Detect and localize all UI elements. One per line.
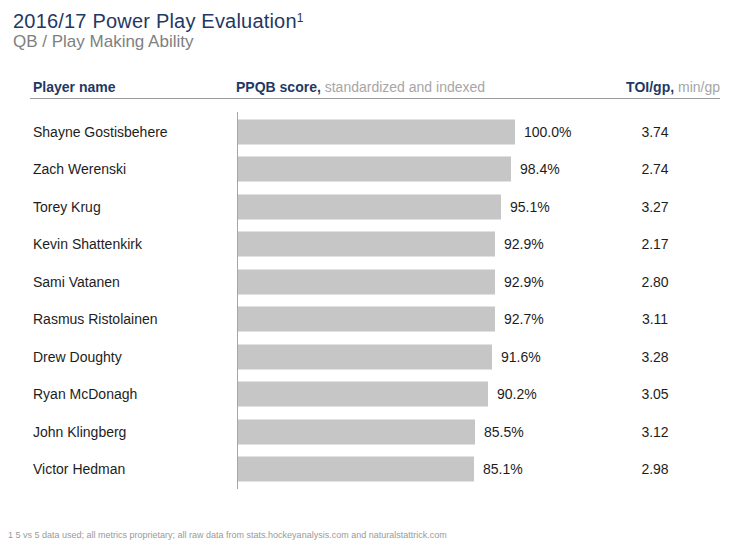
ppqb-score-bar <box>238 457 474 482</box>
bar-chart: Shayne Gostisbehere 100.0% 3.74 Zach Wer… <box>0 113 748 488</box>
player-name-label: Ryan McDonagh <box>33 386 137 402</box>
chart-row: Rasmus Ristolainen 92.7% 3.11 <box>0 301 748 339</box>
player-name-label: Kevin Shattenkirk <box>33 236 142 252</box>
title-footnote-marker: 1 <box>297 11 304 25</box>
toi-per-gp-value: 3.11 <box>610 311 700 327</box>
ppqb-score-value-label: 98.4% <box>520 161 560 177</box>
header-divider-line <box>30 98 720 99</box>
chart-row: Drew Doughty 91.6% 3.28 <box>0 338 748 376</box>
chart-row: Victor Hedman 85.1% 2.98 <box>0 451 748 489</box>
column-header-ppqb-subtext: standardized and indexed <box>321 79 485 95</box>
column-header-ppqb-bold: PPQB score, <box>236 79 321 95</box>
page-subtitle: QB / Play Making Ability <box>13 32 193 52</box>
ppqb-score-value-label: 92.7% <box>504 311 544 327</box>
ppqb-score-value-label: 95.1% <box>510 199 550 215</box>
player-name-label: Shayne Gostisbehere <box>33 124 168 140</box>
ppqb-score-value-label: 92.9% <box>504 274 544 290</box>
ppqb-score-bar <box>238 307 495 332</box>
ppqb-score-bar <box>238 119 515 144</box>
ppqb-score-bar <box>238 194 501 219</box>
column-header-toi-subtext: min/gp <box>674 79 720 95</box>
ppqb-score-value-label: 85.5% <box>484 424 524 440</box>
toi-per-gp-value: 2.80 <box>610 274 700 290</box>
ppqb-score-bar <box>238 382 488 407</box>
toi-per-gp-value: 2.74 <box>610 161 700 177</box>
ppqb-score-value-label: 85.1% <box>483 461 523 477</box>
chart-row: Zach Werenski 98.4% 2.74 <box>0 151 748 189</box>
toi-per-gp-value: 3.12 <box>610 424 700 440</box>
page-title: 2016/17 Power Play Evaluation1 <box>13 6 304 33</box>
ppqb-score-bar <box>238 344 492 369</box>
player-name-label: Rasmus Ristolainen <box>33 311 158 327</box>
chart-row: Sami Vatanen 92.9% 2.80 <box>0 263 748 301</box>
toi-per-gp-value: 2.17 <box>610 236 700 252</box>
player-name-label: Victor Hedman <box>33 461 125 477</box>
footnote: 1 5 vs 5 data used; all metrics propriet… <box>8 530 447 541</box>
chart-row: John Klingberg 85.5% 3.12 <box>0 413 748 451</box>
ppqb-score-value-label: 90.2% <box>497 386 537 402</box>
ppqb-score-value-label: 91.6% <box>501 349 541 365</box>
column-header-toi: TOI/gp, min/gp <box>500 79 720 96</box>
chart-row: Ryan McDonagh 90.2% 3.05 <box>0 376 748 414</box>
column-header-ppqb: PPQB score, standardized and indexed <box>236 79 485 96</box>
chart-row: Torey Krug 95.1% 3.27 <box>0 188 748 226</box>
toi-per-gp-value: 3.05 <box>610 386 700 402</box>
ppqb-score-bar <box>238 157 511 182</box>
ppqb-score-value-label: 100.0% <box>524 124 571 140</box>
column-header-player: Player name <box>33 79 116 96</box>
toi-per-gp-value: 2.98 <box>610 461 700 477</box>
slide: 2016/17 Power Play Evaluation1 QB / Play… <box>0 0 748 547</box>
ppqb-score-bar <box>238 269 495 294</box>
toi-per-gp-value: 3.28 <box>610 349 700 365</box>
column-header-toi-bold: TOI/gp, <box>626 79 674 95</box>
chart-row: Kevin Shattenkirk 92.9% 2.17 <box>0 226 748 264</box>
column-header-player-label: Player name <box>33 79 116 95</box>
toi-per-gp-value: 3.27 <box>610 199 700 215</box>
player-name-label: Torey Krug <box>33 199 101 215</box>
page-title-text: 2016/17 Power Play Evaluation <box>13 10 297 32</box>
player-name-label: Zach Werenski <box>33 161 126 177</box>
chart-row: Shayne Gostisbehere 100.0% 3.74 <box>0 113 748 151</box>
ppqb-score-bar <box>238 232 495 257</box>
player-name-label: Drew Doughty <box>33 349 122 365</box>
toi-per-gp-value: 3.74 <box>610 124 700 140</box>
ppqb-score-value-label: 92.9% <box>504 236 544 252</box>
ppqb-score-bar <box>238 419 475 444</box>
player-name-label: John Klingberg <box>33 424 126 440</box>
player-name-label: Sami Vatanen <box>33 274 120 290</box>
